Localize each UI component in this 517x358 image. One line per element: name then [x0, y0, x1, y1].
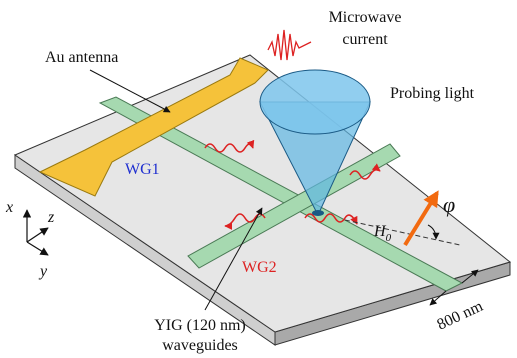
microwave-signal	[268, 30, 311, 60]
antenna-label: Au antenna	[45, 49, 118, 66]
angle-label: φ	[443, 192, 455, 217]
yig-label: waveguides	[162, 337, 238, 354]
wg1-label: WG1	[125, 161, 160, 178]
yig-label: YIG (120 nm)	[154, 317, 246, 334]
axes	[27, 210, 48, 255]
axis-z: z	[47, 209, 55, 226]
microwave-label: Microwave	[329, 9, 402, 26]
diagram: Microwave current Au antenna Probing lig…	[0, 0, 517, 358]
width-label: 800 nm	[435, 298, 487, 334]
axis-y: y	[38, 263, 48, 280]
microwave-label: current	[342, 31, 388, 48]
wg2-label: WG2	[242, 259, 277, 276]
probing-light-label: Probing light	[390, 85, 475, 102]
field-subscript: 0	[386, 232, 392, 244]
axis-x: x	[5, 199, 13, 216]
